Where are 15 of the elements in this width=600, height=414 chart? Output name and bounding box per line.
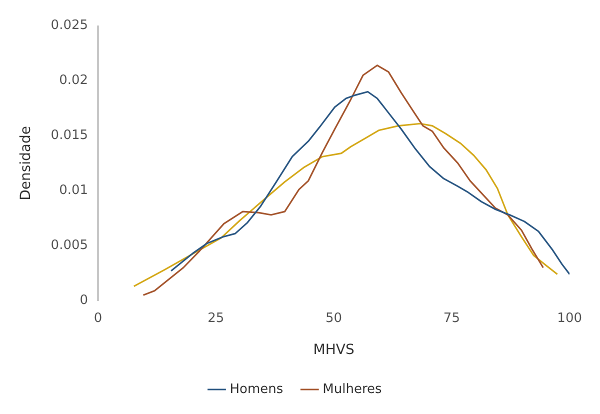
legend-label: Mulheres (322, 382, 382, 397)
x-tick-label: 75 (443, 310, 460, 326)
y-axis-title: Densidade (18, 126, 34, 200)
x-tick-label: 0 (94, 310, 102, 326)
y-tick-label: 0.02 (59, 73, 88, 88)
x-tick-label: 50 (326, 310, 342, 326)
x-tick-label: 25 (208, 310, 224, 326)
y-tick-label: 0.025 (50, 18, 88, 34)
legend-label: Homens (230, 382, 284, 397)
y-tick-label: 0 (80, 292, 88, 308)
y-tick-label: 0.015 (50, 128, 88, 144)
y-tick-label: 0.01 (59, 183, 88, 198)
x-tick-label: 100 (557, 310, 582, 326)
x-axis-title: MHVS (313, 342, 354, 358)
y-tick-label: 0.005 (50, 238, 88, 254)
